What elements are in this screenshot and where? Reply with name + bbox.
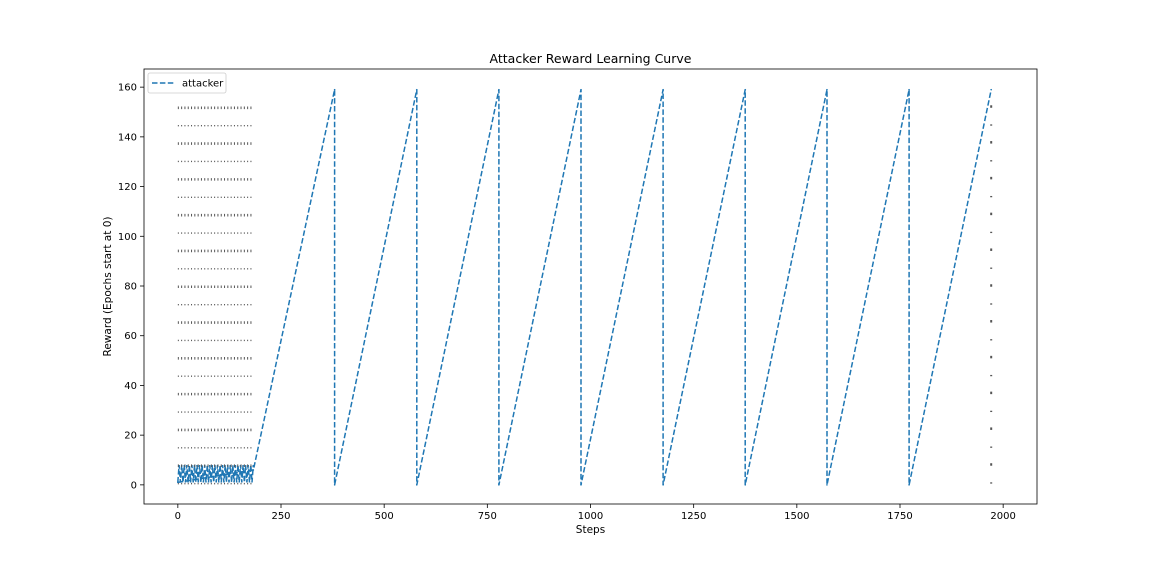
- y-tick-label: 40: [124, 381, 137, 392]
- y-axis-label: Reward (Epochs start at 0): [102, 217, 114, 357]
- series-point: [498, 88, 500, 91]
- y-tick-label: 20: [124, 431, 137, 442]
- series-point: [826, 88, 828, 91]
- x-tick-label: 1000: [578, 511, 603, 522]
- x-axis: 0 250 500 750 1000 1250 1500 1750 2000: [175, 504, 1016, 522]
- legend-label-attacker: attacker: [182, 79, 224, 90]
- series-point: [744, 88, 747, 91]
- legend-box: [147, 72, 227, 94]
- series-point: [177, 481, 179, 484]
- series-oscillation: [177, 464, 255, 483]
- series-line-attacker: [177, 89, 992, 486]
- series-point: [662, 88, 664, 91]
- x-tick-label: 500: [375, 511, 394, 522]
- y-tick-label: 100: [118, 232, 137, 243]
- series-point: [908, 88, 910, 91]
- series-point: [252, 469, 255, 471]
- x-tick-label: 1250: [681, 511, 706, 522]
- series-point: [990, 88, 992, 91]
- series-point: [415, 484, 418, 486]
- y-tick-label: 120: [118, 182, 137, 193]
- x-tick-label: 750: [478, 511, 497, 522]
- x-tick-label: 250: [271, 511, 290, 522]
- series-point: [333, 88, 336, 91]
- x-tick-label: 1500: [784, 511, 809, 522]
- series-point: [580, 484, 582, 486]
- plot-area: [177, 88, 992, 486]
- series-point: [908, 484, 910, 486]
- x-tick-label: 0: [175, 511, 181, 522]
- series-point: [826, 484, 828, 486]
- legend: attacker: [147, 72, 227, 94]
- series-point: [662, 484, 664, 486]
- y-tick-label: 160: [118, 83, 137, 94]
- x-tick-label: 1750: [887, 511, 912, 522]
- x-tick-label: 2000: [990, 511, 1015, 522]
- series-point: [744, 484, 747, 486]
- y-tick-label: 140: [118, 132, 137, 143]
- series-point: [580, 88, 582, 91]
- y-tick-label: 0: [131, 480, 137, 491]
- series-point: [333, 484, 336, 486]
- y-tick-label: 60: [124, 331, 137, 342]
- x-axis-label: Steps: [576, 524, 605, 536]
- dotted-markers: [177, 105, 993, 485]
- chart-title: Attacker Reward Learning Curve: [490, 51, 692, 66]
- y-axis: 0 20 40 60 80 100 120 140 160: [118, 83, 144, 491]
- series-point: [498, 484, 500, 486]
- y-tick-label: 80: [124, 282, 137, 293]
- series-point: [415, 88, 418, 91]
